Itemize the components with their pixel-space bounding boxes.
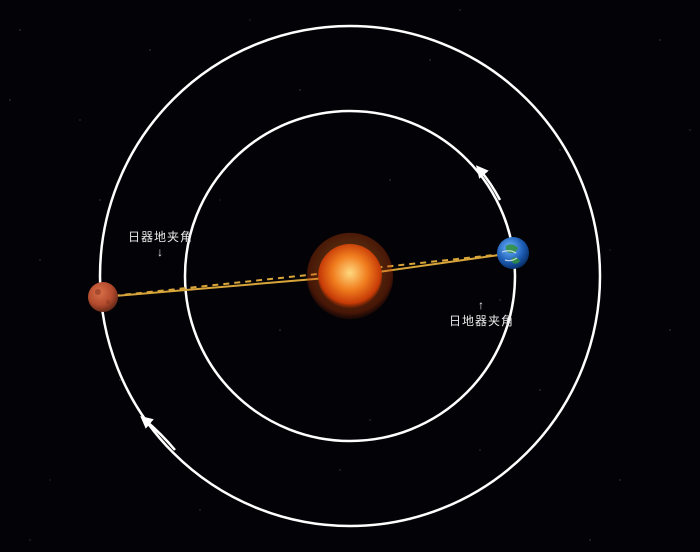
diagram-stage: 日器地夹角 ↓ ↑ 日地器夹角 [0, 0, 700, 552]
earth-orbit-arrow [480, 170, 500, 200]
sun-icon [318, 244, 382, 308]
mars-icon [88, 282, 118, 312]
up-arrow-icon: ↑ [449, 300, 514, 310]
down-arrow-icon: ↓ [128, 247, 193, 257]
label-sun-earth-probe-angle: ↑ 日地器夹角 [449, 300, 514, 329]
orbit-diagram [0, 0, 700, 552]
mars-crater [95, 289, 101, 295]
label-text: 日器地夹角 [128, 230, 193, 244]
label-sun-probe-earth-angle: 日器地夹角 ↓ [128, 228, 193, 257]
mars-crater [106, 300, 110, 304]
mars-orbit-arrow [145, 420, 175, 450]
label-text: 日地器夹角 [449, 314, 514, 328]
